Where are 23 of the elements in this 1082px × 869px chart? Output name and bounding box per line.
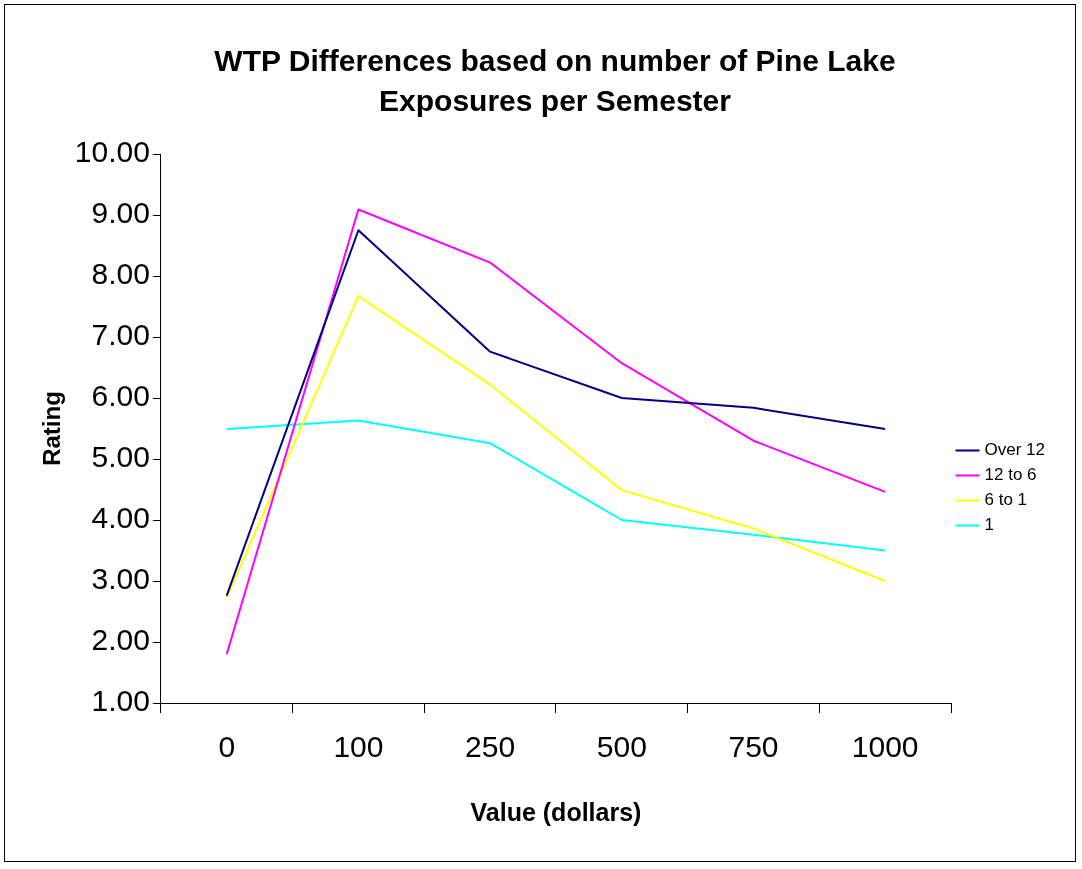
x-tick-label: 500	[596, 730, 647, 764]
x-tick-label: 0	[218, 730, 236, 764]
legend-label: 12 to 6	[984, 465, 1037, 485]
y-tick-label: 1.00	[91, 684, 150, 718]
legend-label: 1	[984, 515, 994, 535]
y-tick-label: 3.00	[91, 562, 150, 596]
y-tick-label: 5.00	[91, 440, 150, 474]
y-tick-label: 9.00	[91, 196, 150, 230]
x-tick-label: 750	[728, 730, 779, 764]
y-tick-label: 10.00	[74, 135, 150, 169]
chart-title: WTP Differences based on number of Pine Lake Exposures per Semester	[213, 43, 897, 119]
legend-label: 6 to 1	[984, 490, 1028, 510]
legend-label: Over 12	[984, 440, 1046, 460]
x-tick-label: 1000	[851, 730, 919, 764]
x-axis-title: Value (dollars)	[470, 797, 642, 826]
y-tick-label: 8.00	[91, 257, 150, 291]
y-tick-label: 6.00	[91, 379, 150, 413]
y-tick-label: 2.00	[91, 623, 150, 657]
y-tick-label: 4.00	[91, 501, 150, 535]
y-axis-title: Rating	[38, 391, 66, 466]
y-tick-label: 7.00	[91, 318, 150, 352]
x-tick-label: 250	[465, 730, 516, 764]
x-tick-label: 100	[333, 730, 384, 764]
